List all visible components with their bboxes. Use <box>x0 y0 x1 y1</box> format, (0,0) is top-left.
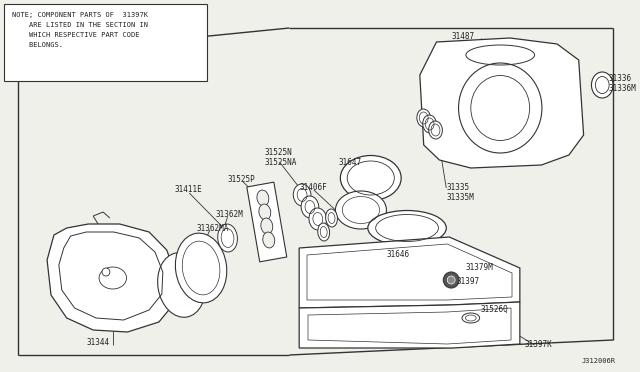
Ellipse shape <box>301 196 319 218</box>
Ellipse shape <box>102 268 110 276</box>
Text: 31344: 31344 <box>86 338 109 347</box>
Text: 31411E: 31411E <box>175 185 202 194</box>
Text: NOTE; COMPONENT PARTS OF  31397K
    ARE LISTED IN THE SECTION IN
    WHICH RESP: NOTE; COMPONENT PARTS OF 31397K ARE LIST… <box>12 12 148 48</box>
Text: 31336M: 31336M <box>608 84 636 93</box>
Ellipse shape <box>417 109 431 127</box>
Text: 31487: 31487 <box>451 32 474 41</box>
Ellipse shape <box>423 115 436 133</box>
Circle shape <box>447 276 455 284</box>
Ellipse shape <box>309 208 326 230</box>
Text: 31526Q: 31526Q <box>481 305 508 314</box>
Circle shape <box>444 272 459 288</box>
Text: 31362M: 31362M <box>216 210 244 219</box>
Text: 31336: 31336 <box>608 74 631 83</box>
Ellipse shape <box>257 190 269 206</box>
Text: 31525NA: 31525NA <box>265 158 297 167</box>
Bar <box>247 182 287 262</box>
Ellipse shape <box>591 72 613 98</box>
Text: 31397: 31397 <box>456 277 479 286</box>
Ellipse shape <box>368 211 446 246</box>
Polygon shape <box>299 237 520 308</box>
FancyBboxPatch shape <box>4 4 207 81</box>
Text: 31379M: 31379M <box>466 263 493 272</box>
Text: 31647: 31647 <box>339 158 362 167</box>
Ellipse shape <box>175 233 227 303</box>
Polygon shape <box>47 224 177 332</box>
Text: J312006R: J312006R <box>582 358 616 364</box>
Text: 31525N: 31525N <box>265 148 292 157</box>
Ellipse shape <box>157 253 205 317</box>
Ellipse shape <box>263 232 275 248</box>
Text: 31406F: 31406F <box>299 183 327 192</box>
Ellipse shape <box>340 155 401 201</box>
Ellipse shape <box>261 218 273 234</box>
Ellipse shape <box>462 313 479 323</box>
Ellipse shape <box>429 121 442 139</box>
Text: 31646: 31646 <box>387 250 410 259</box>
Polygon shape <box>420 38 584 168</box>
Ellipse shape <box>259 204 271 220</box>
Text: 31362MA: 31362MA <box>196 224 228 233</box>
Ellipse shape <box>218 224 237 252</box>
Text: 31335: 31335 <box>446 183 469 192</box>
Ellipse shape <box>335 191 387 229</box>
Text: 31525P: 31525P <box>228 175 255 184</box>
Ellipse shape <box>318 223 330 241</box>
Ellipse shape <box>293 184 311 206</box>
Polygon shape <box>299 302 520 348</box>
Ellipse shape <box>326 209 337 227</box>
Text: 31397K: 31397K <box>525 340 552 349</box>
Text: 31335M: 31335M <box>446 193 474 202</box>
